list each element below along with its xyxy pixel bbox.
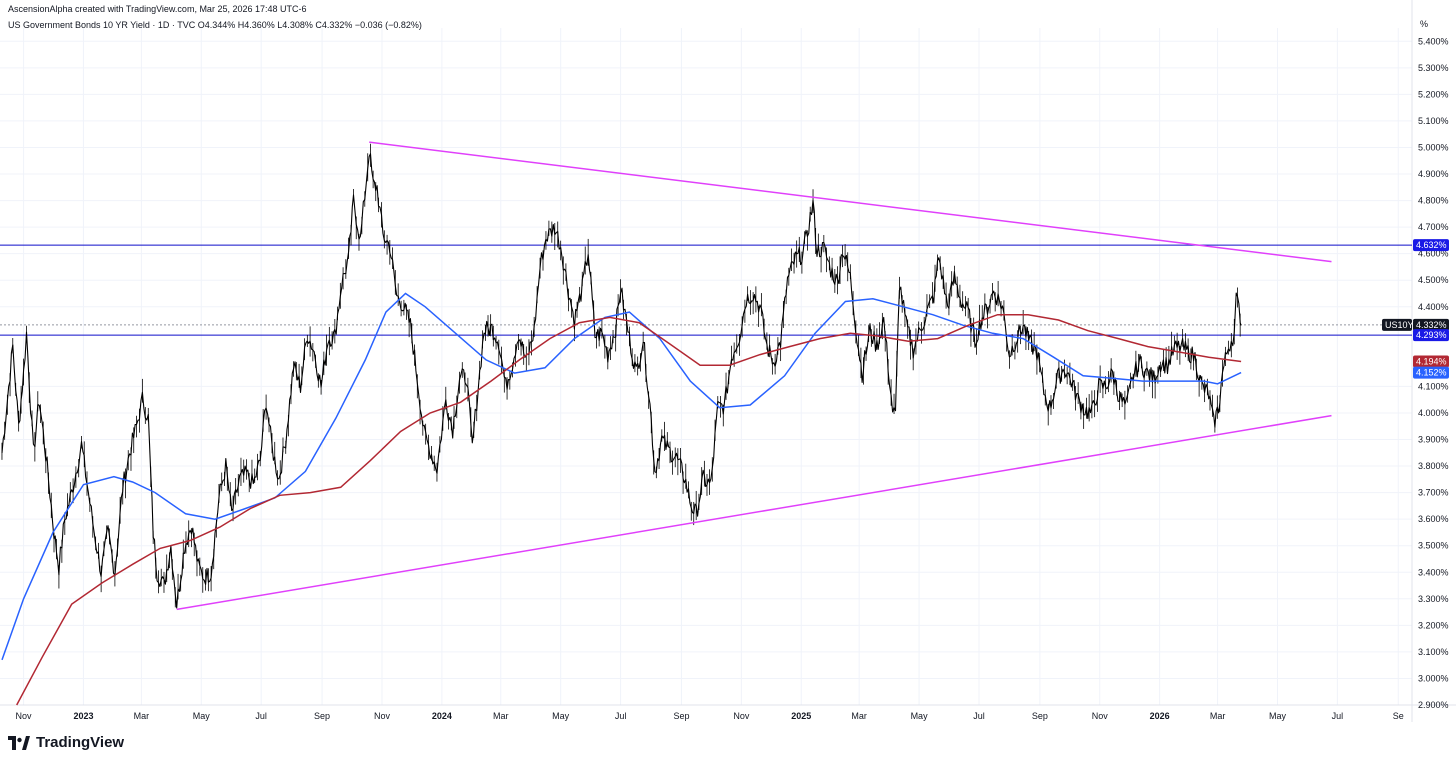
x-tick-label: 2024: [432, 711, 452, 721]
y-tick-label: 3.000%: [1418, 673, 1449, 683]
y-tick-label: 3.300%: [1418, 594, 1449, 604]
support-trendline: [176, 414, 1332, 611]
y-axis-unit: %: [1420, 19, 1428, 29]
price-label-box: [1413, 355, 1449, 368]
x-tick-label: Jul: [255, 711, 267, 721]
y-tick-label: 4.400%: [1418, 302, 1449, 312]
y-tick-label: 4.700%: [1418, 222, 1449, 232]
y-tick-label: 4.900%: [1418, 169, 1449, 179]
x-tick-label: Mar: [134, 711, 150, 721]
y-tick-label: 5.000%: [1418, 142, 1449, 152]
moving-average-line-1: [1, 292, 1242, 661]
y-tick-label: 3.100%: [1418, 647, 1449, 657]
price-series: [1, 143, 1242, 609]
y-tick-label: 4.500%: [1418, 275, 1449, 285]
y-tick-label: 5.200%: [1418, 89, 1449, 99]
price-label-text: 4.332%: [1416, 320, 1447, 330]
price-label-text: 4.632%: [1416, 240, 1447, 250]
x-tick-label: Nov: [16, 711, 33, 721]
x-tick-label: Mar: [851, 711, 867, 721]
y-tick-label: 3.800%: [1418, 461, 1449, 471]
x-tick-label: Nov: [733, 711, 750, 721]
x-tick-label: 2023: [73, 711, 93, 721]
x-tick-label: May: [552, 711, 570, 721]
y-tick-label: 3.400%: [1418, 567, 1449, 577]
price-label-text: 4.293%: [1416, 330, 1447, 340]
y-tick-label: 5.400%: [1418, 36, 1449, 46]
y-tick-label: 5.300%: [1418, 63, 1449, 73]
y-tick-label: 3.900%: [1418, 435, 1449, 445]
x-tick-label: Mar: [493, 711, 509, 721]
x-tick-label: May: [911, 711, 929, 721]
y-tick-label: 3.700%: [1418, 488, 1449, 498]
x-tick-label: May: [193, 711, 211, 721]
x-tick-label: Sep: [1032, 711, 1048, 721]
x-tick-label: 2025: [791, 711, 811, 721]
y-tick-label: 4.100%: [1418, 381, 1449, 391]
price-label: 4.194%: [1413, 355, 1449, 368]
x-tick-label: Se: [1393, 711, 1404, 721]
price-label-text: 4.152%: [1416, 368, 1447, 378]
price-label-box: [1413, 366, 1449, 379]
y-tick-label: 3.600%: [1418, 514, 1449, 524]
grid: [0, 28, 1412, 706]
price-label-box: [1413, 329, 1449, 342]
price-label: 4.632%: [1413, 239, 1449, 252]
price-line: [1, 153, 1242, 609]
price-label: 4.293%: [1413, 329, 1449, 342]
x-tick-label: May: [1269, 711, 1287, 721]
y-tick-label: 2.900%: [1418, 700, 1449, 710]
x-tick-label: Jul: [973, 711, 985, 721]
y-tick-label: 4.000%: [1418, 408, 1449, 418]
x-tick-label: Sep: [314, 711, 330, 721]
x-tick-label: Mar: [1210, 711, 1226, 721]
x-tick-label: Nov: [1092, 711, 1109, 721]
symbol-tag-text: US10Y: [1385, 320, 1414, 330]
tradingview-logo-icon: [8, 735, 30, 750]
brand-footer[interactable]: TradingView: [8, 734, 124, 751]
symbol-legend[interactable]: US Government Bonds 10 YR Yield · 1D · T…: [8, 20, 422, 30]
resistance-trendline: [369, 141, 1332, 263]
y-tick-label: 3.500%: [1418, 541, 1449, 551]
price-label: 4.332%US10Y: [1382, 318, 1449, 331]
price-label-text: 4.194%: [1416, 356, 1447, 366]
symbol-tag-box: [1382, 318, 1412, 331]
brand-name: TradingView: [36, 734, 125, 751]
y-tick-label: 4.600%: [1418, 249, 1449, 259]
x-tick-label: Jul: [1332, 711, 1344, 721]
moving-average-line-2: [16, 313, 1242, 706]
x-tick-label: Sep: [673, 711, 689, 721]
chart-credit-text: AscensionAlpha created with TradingView.…: [8, 4, 307, 14]
price-label-box: [1413, 318, 1449, 331]
x-tick-label: Nov: [374, 711, 391, 721]
x-tick-label: 2026: [1150, 711, 1170, 721]
x-tick-label: Jul: [615, 711, 627, 721]
y-tick-label: 3.200%: [1418, 620, 1449, 630]
price-label-box: [1413, 239, 1449, 252]
price-label: 4.152%: [1413, 366, 1449, 379]
y-tick-label: 5.100%: [1418, 116, 1449, 126]
y-tick-label: 4.800%: [1418, 196, 1449, 206]
